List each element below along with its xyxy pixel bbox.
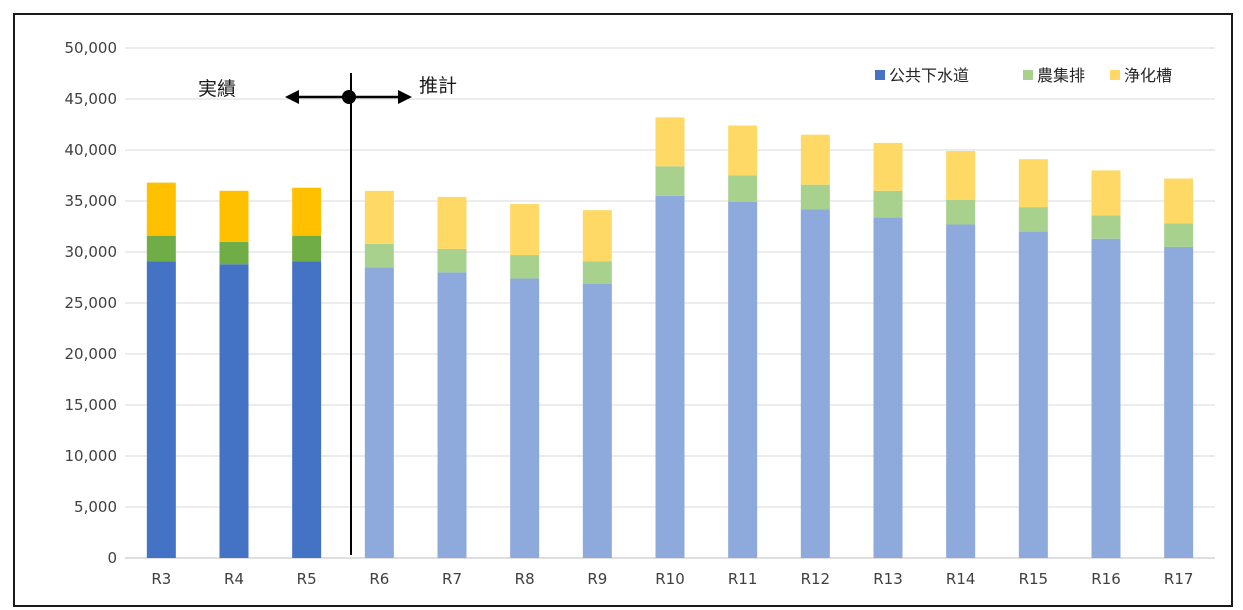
bar-segment — [1091, 215, 1121, 239]
x-tick-label: R6 — [369, 570, 389, 588]
bar-segment — [146, 182, 176, 236]
x-tick-label: R11 — [728, 570, 758, 588]
chart-frame: 0 5,000 10,000 15,000 20,000 25,000 30,000 35,0… — [13, 13, 1233, 607]
y-tick-label: 0 — [107, 549, 117, 567]
arrow-left-head — [285, 90, 299, 104]
bar-segment — [292, 187, 322, 236]
bar-segment — [582, 261, 612, 284]
x-tick-label: R8 — [515, 570, 535, 588]
bar-segment — [146, 261, 176, 558]
bar-segment — [219, 264, 249, 558]
legend-swatch — [1023, 70, 1033, 80]
legend-label: 農集排 — [1037, 66, 1085, 85]
bar-segment — [437, 196, 467, 249]
bar-segment — [800, 209, 830, 558]
x-tick-label: R10 — [655, 570, 685, 588]
bar-segment — [364, 267, 394, 558]
bar-segment — [292, 261, 322, 558]
x-tick-label: R13 — [873, 570, 903, 588]
bar-segment — [655, 195, 685, 558]
bar-segment — [873, 217, 903, 558]
x-tick-label: R14 — [946, 570, 976, 588]
annotations: 実績 推計 — [198, 73, 457, 555]
bar-segment — [146, 235, 176, 262]
bar-segment — [364, 243, 394, 268]
y-tick-label: 20,000 — [65, 345, 118, 363]
legend-swatch — [1110, 70, 1120, 80]
y-axis-ticks: 0 5,000 10,000 15,000 20,000 25,000 30,000 35,0… — [65, 39, 118, 567]
divider-dot — [342, 90, 356, 104]
bar-segment — [800, 134, 830, 185]
bar-segment — [364, 190, 394, 244]
y-tick-label: 35,000 — [65, 192, 118, 210]
legend: 公共下水道 農集排 浄化槽 — [875, 66, 1172, 85]
x-tick-label: R17 — [1164, 570, 1194, 588]
x-tick-label: R4 — [224, 570, 244, 588]
stacked-bar-chart: 0 5,000 10,000 15,000 20,000 25,000 30,000 35,0… — [65, 39, 1215, 588]
x-tick-label: R9 — [587, 570, 607, 588]
bar-segment — [655, 117, 685, 167]
bar-segment — [946, 224, 976, 558]
legend-label: 公共下水道 — [889, 66, 969, 85]
y-tick-label: 30,000 — [65, 243, 118, 261]
bar-segment — [1018, 159, 1048, 208]
bar-segment — [655, 166, 685, 196]
bar-segment — [510, 204, 540, 256]
bar-segment — [946, 199, 976, 225]
legend-label: 浄化槽 — [1124, 66, 1172, 85]
y-tick-label: 15,000 — [65, 396, 118, 414]
bar-segment — [437, 248, 467, 273]
bar-segment — [728, 202, 758, 558]
bar-segment — [1018, 231, 1048, 558]
bar-segment — [437, 272, 467, 558]
y-tick-label: 25,000 — [65, 294, 118, 312]
bar-segment — [1164, 178, 1194, 224]
x-tick-label: R15 — [1019, 570, 1049, 588]
x-tick-label: R12 — [801, 570, 831, 588]
x-tick-label: R3 — [151, 570, 171, 588]
bar-segment — [1091, 238, 1121, 559]
y-tick-label: 45,000 — [65, 90, 118, 108]
y-tick-label: 40,000 — [65, 141, 118, 159]
bar-segment — [873, 190, 903, 218]
bar-segment — [873, 142, 903, 191]
bar-segment — [728, 125, 758, 176]
projection-label: 推計 — [419, 75, 457, 97]
bar-segment — [1164, 246, 1194, 558]
bar-segment — [292, 235, 322, 262]
bar-segment — [219, 190, 249, 242]
bar-segment — [728, 175, 758, 203]
x-tick-label: R7 — [442, 570, 462, 588]
arrow-right-head — [398, 90, 412, 104]
bar-segment — [800, 184, 830, 210]
x-axis-ticks: R3 R4 R5 R6 R7 R8 R9 R10 R11 R12 R13 R14 R15 R16 R17 — [151, 570, 1193, 588]
y-tick-label: 50,000 — [65, 39, 118, 57]
bars — [146, 117, 1194, 559]
actual-label: 実績 — [198, 78, 236, 100]
bar-segment — [1091, 170, 1121, 216]
bar-segment — [946, 151, 976, 200]
bar-segment — [582, 283, 612, 558]
legend-swatch — [875, 70, 885, 80]
bar-segment — [1018, 207, 1048, 232]
y-tick-label: 10,000 — [65, 447, 118, 465]
bar-segment — [1164, 223, 1194, 247]
bar-segment — [510, 278, 540, 558]
bar-segment — [219, 241, 249, 265]
bar-segment — [582, 210, 612, 262]
x-tick-label: R16 — [1091, 570, 1121, 588]
bar-segment — [510, 255, 540, 279]
x-tick-label: R5 — [297, 570, 317, 588]
y-tick-label: 5,000 — [74, 498, 117, 516]
